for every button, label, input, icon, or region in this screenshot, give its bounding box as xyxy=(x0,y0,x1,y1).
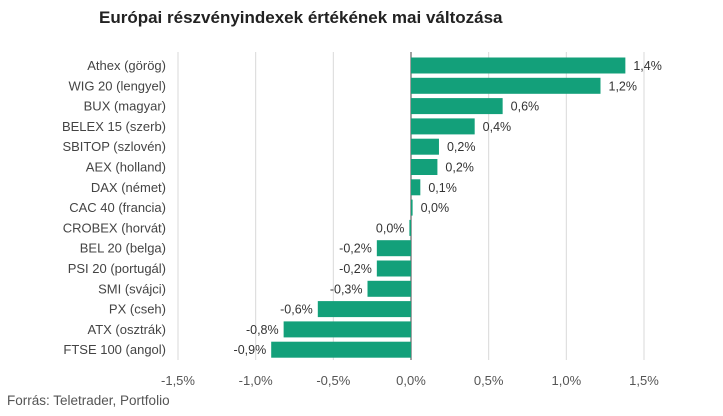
bar xyxy=(317,301,411,318)
category-label: PX (cseh) xyxy=(109,302,166,317)
bar xyxy=(271,341,411,358)
data-label: -0,8% xyxy=(246,323,279,337)
x-tick-label: -0,5% xyxy=(316,373,350,388)
data-label: -0,6% xyxy=(280,303,313,317)
data-label: -0,2% xyxy=(339,242,372,256)
category-label: BUX (magyar) xyxy=(84,99,166,114)
category-label: SMI (svájci) xyxy=(98,281,166,296)
bar xyxy=(376,260,411,277)
label-layer: -1,5% -1,0% -0,5% 0,0% 0,5% 1,0% 1,5% Athex (gö… xyxy=(62,58,662,388)
bar xyxy=(283,321,411,338)
category-label: AEX (holland) xyxy=(86,160,166,175)
data-label: 0,1% xyxy=(428,181,457,195)
x-tick-label: -1,0% xyxy=(239,373,273,388)
data-label: 0,6% xyxy=(511,100,540,114)
data-label: 0,2% xyxy=(445,161,474,175)
category-label: PSI 20 (portugál) xyxy=(68,261,166,276)
category-label: CROBEX (horvát) xyxy=(63,220,166,235)
bar xyxy=(411,57,626,74)
bar-layer xyxy=(271,57,626,358)
data-label: 0,0% xyxy=(376,221,405,235)
x-tick-label: 1,0% xyxy=(552,373,582,388)
data-label: 0,2% xyxy=(447,140,476,154)
x-tick-label: -1,5% xyxy=(161,373,195,388)
chart-title: Európai részvényindexek értékének mai vá… xyxy=(99,8,503,27)
x-tick-label: 0,5% xyxy=(474,373,504,388)
bar xyxy=(376,240,411,257)
data-label: 0,0% xyxy=(421,201,450,215)
category-label: DAX (német) xyxy=(91,180,166,195)
x-tick-label: 0,0% xyxy=(396,373,426,388)
category-label: FTSE 100 (angol) xyxy=(63,342,166,357)
x-tick-label: 1,5% xyxy=(629,373,659,388)
category-label: BEL 20 (belga) xyxy=(80,241,166,256)
category-label: Athex (görög) xyxy=(87,58,166,73)
bar xyxy=(411,98,503,115)
bar xyxy=(411,138,439,155)
bar xyxy=(411,199,413,216)
category-label: SBITOP (szlovén) xyxy=(62,139,166,154)
category-label: CAC 40 (francia) xyxy=(69,200,166,215)
category-label: BELEX 15 (szerb) xyxy=(62,119,166,134)
category-label: WIG 20 (lengyel) xyxy=(68,78,166,93)
data-label: -0,2% xyxy=(339,262,372,276)
bar xyxy=(411,159,438,175)
data-label: -0,9% xyxy=(234,343,267,357)
bar xyxy=(411,77,601,94)
data-label: 1,4% xyxy=(633,59,662,73)
data-label: 0,4% xyxy=(483,120,512,134)
source-note: Forrás: Teletrader, Portfolio xyxy=(7,393,170,408)
bar xyxy=(367,280,411,297)
data-label: -0,3% xyxy=(330,282,363,296)
bar xyxy=(411,179,421,196)
bar xyxy=(409,219,411,236)
bar xyxy=(411,118,475,135)
data-label: 1,2% xyxy=(609,79,638,93)
category-label: ATX (osztrák) xyxy=(88,322,167,337)
